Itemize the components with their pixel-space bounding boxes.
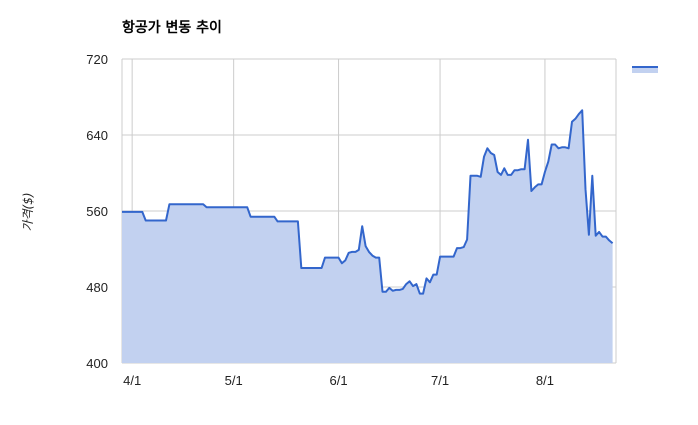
x-tick-label: 6/1: [330, 373, 348, 388]
y-tick-label: 560: [86, 204, 108, 219]
price-area: [122, 110, 613, 363]
y-tick-label: 640: [86, 128, 108, 143]
y-axis-label: 가격($): [21, 192, 35, 231]
x-tick-label: 8/1: [536, 373, 554, 388]
y-tick-label: 480: [86, 280, 108, 295]
x-tick-label: 7/1: [431, 373, 449, 388]
price-line: [122, 109, 614, 295]
series-layer: [122, 109, 614, 363]
y-tick-label: 720: [86, 52, 108, 67]
y-tick-label: 400: [86, 356, 108, 371]
chart-title: 항공가 변동 추이: [122, 20, 222, 36]
axis-layer: 400 480 560 640 720 4/1 5/1 6/1 7/1 8/1: [86, 52, 554, 388]
legend-layer: [632, 66, 658, 73]
x-tick-label: 5/1: [225, 373, 243, 388]
x-tick-label: 4/1: [123, 373, 141, 388]
legend-swatch-fill: [632, 67, 658, 73]
